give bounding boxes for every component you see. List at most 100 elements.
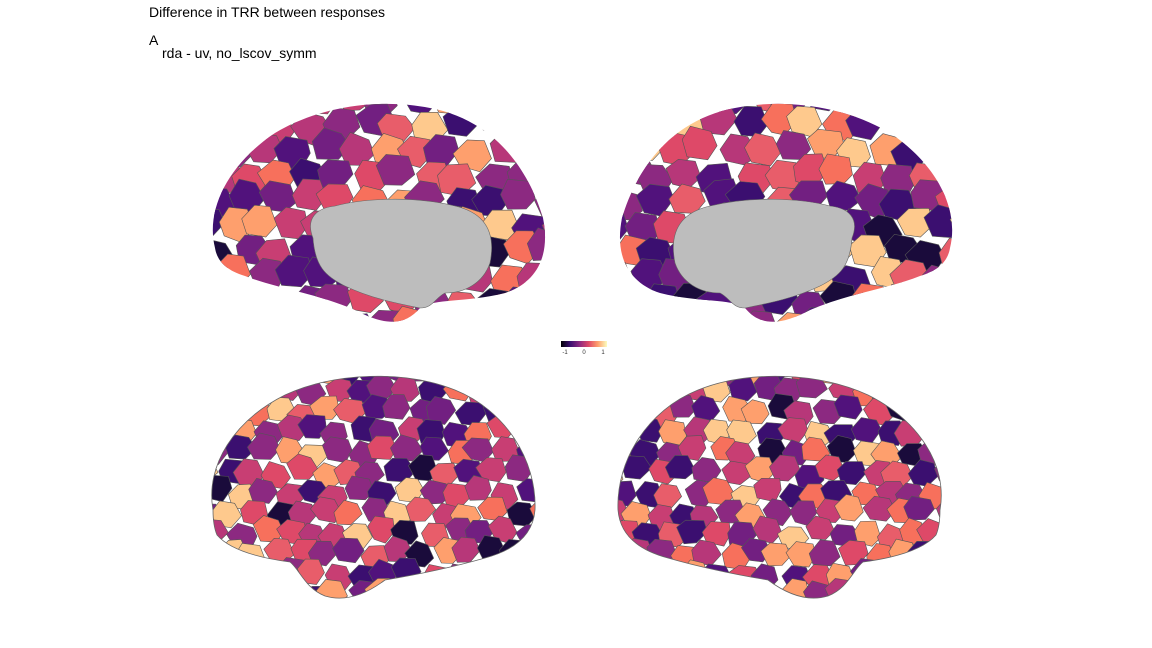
parcel	[282, 307, 321, 322]
parcel	[375, 154, 416, 186]
parcel	[216, 398, 247, 424]
parcel	[513, 312, 546, 322]
parcel	[769, 454, 801, 482]
parcel	[740, 399, 770, 425]
parcel	[222, 376, 254, 401]
parcel	[833, 394, 863, 420]
parcel	[242, 376, 272, 384]
parcel	[619, 306, 661, 322]
parcel	[940, 556, 942, 583]
panel-tag: A	[149, 32, 159, 48]
parcel	[310, 496, 342, 524]
parcel	[366, 435, 398, 460]
parcel	[454, 401, 487, 426]
parcel	[614, 283, 619, 317]
parcel	[914, 397, 942, 425]
parcel	[248, 477, 278, 504]
parcel	[623, 376, 654, 389]
parcel	[457, 308, 496, 322]
parcel	[333, 499, 363, 526]
parcel	[948, 578, 949, 603]
parcel	[619, 313, 640, 322]
parcel	[859, 103, 902, 118]
parcel	[850, 417, 882, 444]
parcel	[904, 104, 945, 135]
parcel	[477, 103, 516, 137]
parcel	[619, 128, 628, 160]
parcel	[211, 539, 216, 568]
parcel	[617, 396, 650, 422]
colorbar-tick: -1	[562, 350, 568, 356]
parcel	[619, 103, 622, 137]
parcel	[903, 495, 935, 521]
parcel	[873, 577, 903, 599]
parcel	[660, 579, 692, 599]
parcel	[883, 284, 919, 317]
parcel	[235, 542, 265, 570]
parcel	[419, 436, 449, 461]
parcel	[645, 283, 681, 315]
parcel	[635, 377, 666, 406]
parcel	[612, 480, 615, 506]
parcel	[212, 114, 244, 142]
parcel	[941, 279, 953, 313]
parcel	[251, 562, 281, 589]
parcel	[226, 583, 258, 599]
parcel	[263, 291, 301, 322]
parcel	[216, 311, 258, 322]
parcel	[271, 376, 303, 401]
parcel	[930, 376, 942, 383]
parcel	[679, 585, 711, 599]
parcel	[250, 103, 289, 117]
parcel	[500, 178, 536, 210]
parcel	[739, 310, 778, 322]
parcel	[947, 483, 949, 509]
parcels-left-lateral	[211, 376, 542, 599]
parcel	[274, 254, 313, 288]
parcel	[431, 103, 467, 114]
parcel	[382, 394, 411, 420]
parcel	[715, 308, 754, 322]
parcel	[910, 280, 948, 314]
parcel	[243, 304, 280, 322]
parcel	[538, 435, 541, 462]
parcel	[529, 163, 546, 196]
parcel	[541, 376, 542, 402]
parcel	[225, 567, 257, 593]
parcel	[390, 434, 424, 462]
parcel	[534, 185, 546, 219]
parcel	[250, 376, 284, 401]
parcel	[205, 237, 209, 270]
parcel	[619, 209, 629, 245]
parcel	[522, 127, 546, 162]
parcel	[617, 376, 630, 383]
parcel	[458, 103, 496, 113]
parcel	[296, 558, 325, 585]
colorbar-tick: 1	[601, 350, 605, 356]
parcel	[244, 577, 276, 599]
parcel	[854, 520, 882, 547]
parcel	[680, 559, 709, 588]
brain-right-medial	[614, 103, 953, 322]
parcel	[212, 308, 228, 322]
parcel	[534, 416, 536, 444]
parcel	[482, 376, 511, 383]
parcel	[212, 263, 225, 299]
colorbar-legend: -1 0 1	[558, 339, 612, 361]
parcel	[512, 418, 536, 447]
parcel	[744, 132, 782, 167]
parcel	[922, 563, 942, 591]
parcel	[671, 376, 704, 378]
parcel	[498, 114, 538, 144]
parcel	[887, 104, 923, 135]
parcel	[617, 563, 636, 589]
parcel	[617, 583, 642, 599]
parcel	[211, 560, 229, 587]
parcel	[681, 125, 718, 161]
parcel	[870, 311, 909, 322]
parcel	[314, 283, 352, 317]
parcel	[686, 103, 725, 111]
parcel	[539, 483, 541, 507]
parcel	[753, 477, 782, 503]
parcel	[444, 584, 475, 599]
